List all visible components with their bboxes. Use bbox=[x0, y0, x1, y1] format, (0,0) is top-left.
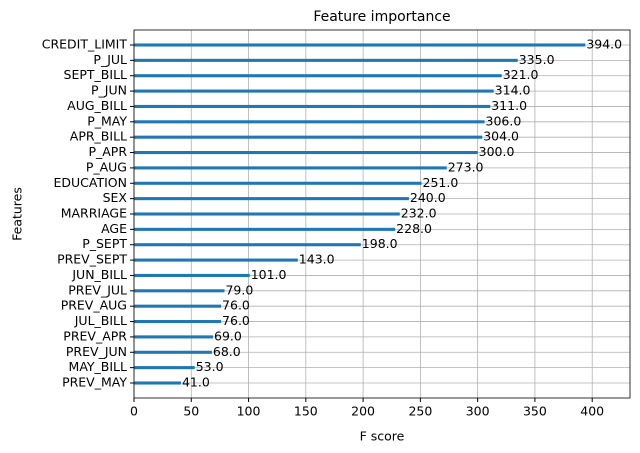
value-label: 143.0 bbox=[299, 252, 335, 267]
bar bbox=[134, 381, 181, 385]
bar bbox=[134, 58, 518, 62]
bar bbox=[134, 304, 222, 308]
y-tick-label: AGE bbox=[101, 221, 127, 236]
bar bbox=[134, 212, 400, 216]
x-tick-label: 0 bbox=[130, 404, 138, 419]
value-label: 306.0 bbox=[486, 113, 522, 128]
y-tick-label: PREV_MAY bbox=[62, 375, 127, 390]
value-label: 232.0 bbox=[401, 206, 437, 221]
y-tick-label: EDUCATION bbox=[54, 175, 128, 190]
x-tick-label: 50 bbox=[183, 404, 199, 419]
value-label: 300.0 bbox=[479, 144, 515, 159]
bar bbox=[134, 320, 222, 324]
value-label: 304.0 bbox=[483, 129, 519, 144]
x-tick-label: 150 bbox=[294, 404, 318, 419]
y-tick-label: P_SEPT bbox=[82, 236, 127, 251]
x-tick-label: 100 bbox=[237, 404, 261, 419]
x-tick-label: 300 bbox=[466, 404, 490, 419]
value-label: 53.0 bbox=[196, 359, 224, 374]
y-tick-label: P_AUG bbox=[86, 159, 127, 174]
bar bbox=[134, 166, 447, 170]
y-tick-label: MAY_BILL bbox=[69, 359, 127, 374]
y-tick-label: AUG_BILL bbox=[67, 98, 127, 113]
value-label: 76.0 bbox=[222, 298, 250, 313]
bar bbox=[134, 243, 361, 247]
y-tick-label: P_JUN bbox=[91, 83, 127, 98]
y-tick-label: PREV_SEPT bbox=[57, 252, 127, 267]
value-label: 69.0 bbox=[214, 328, 242, 343]
bar bbox=[134, 135, 483, 139]
value-label: 68.0 bbox=[213, 344, 241, 359]
value-label: 273.0 bbox=[448, 159, 484, 174]
y-tick-label: P_APR bbox=[88, 144, 127, 159]
plot-frame bbox=[133, 29, 631, 399]
y-tick-label: SEX bbox=[103, 190, 128, 205]
value-label: 311.0 bbox=[491, 98, 527, 113]
y-tick-label: JUN_BILL bbox=[71, 267, 127, 282]
y-axis-label: Features bbox=[10, 187, 25, 241]
chart-title: Feature importance bbox=[313, 9, 450, 25]
y-tick-label: P_JUL bbox=[93, 52, 127, 67]
bar bbox=[134, 289, 225, 293]
y-tick-label: PREV_AUG bbox=[61, 298, 127, 313]
bar bbox=[134, 366, 195, 370]
y-tick-label: SEPT_BILL bbox=[64, 67, 127, 82]
value-label: 79.0 bbox=[225, 282, 253, 297]
y-tick-label: P_MAY bbox=[87, 113, 127, 128]
y-tick-label: APR_BILL bbox=[70, 129, 127, 144]
bar bbox=[134, 43, 586, 47]
bar bbox=[134, 181, 422, 185]
value-label: 198.0 bbox=[362, 236, 398, 251]
value-label: 76.0 bbox=[222, 313, 250, 328]
x-tick-label: 250 bbox=[408, 404, 432, 419]
y-tick-label: JUL_BILL bbox=[74, 313, 127, 328]
bar bbox=[134, 104, 491, 108]
value-label: 251.0 bbox=[423, 175, 459, 190]
value-label: 314.0 bbox=[495, 83, 531, 98]
bar bbox=[134, 258, 298, 262]
bar bbox=[134, 335, 214, 339]
value-label: 335.0 bbox=[519, 52, 555, 67]
value-label: 394.0 bbox=[586, 37, 622, 52]
bar bbox=[134, 273, 250, 277]
x-tick-label: 350 bbox=[523, 404, 547, 419]
y-tick-label: PREV_JUN bbox=[66, 344, 127, 359]
y-tick-label: CREDIT_LIMIT bbox=[42, 37, 128, 52]
y-tick-label: MARRIAGE bbox=[61, 206, 127, 221]
x-tick-label: 400 bbox=[580, 404, 604, 419]
bar bbox=[134, 227, 396, 231]
bar bbox=[134, 151, 478, 155]
bar bbox=[134, 350, 212, 354]
value-label: 41.0 bbox=[182, 375, 210, 390]
value-label: 321.0 bbox=[503, 67, 539, 82]
value-label: 101.0 bbox=[251, 267, 287, 282]
value-label: 240.0 bbox=[410, 190, 446, 205]
bar bbox=[134, 197, 409, 201]
bar bbox=[134, 74, 502, 78]
bar bbox=[134, 120, 485, 124]
x-axis-label: F score bbox=[360, 429, 405, 444]
value-label: 228.0 bbox=[396, 221, 432, 236]
y-tick-label: PREV_APR bbox=[63, 328, 127, 343]
y-tick-label: PREV_JUL bbox=[68, 282, 127, 297]
x-tick-label: 200 bbox=[351, 404, 375, 419]
bar bbox=[134, 89, 494, 93]
